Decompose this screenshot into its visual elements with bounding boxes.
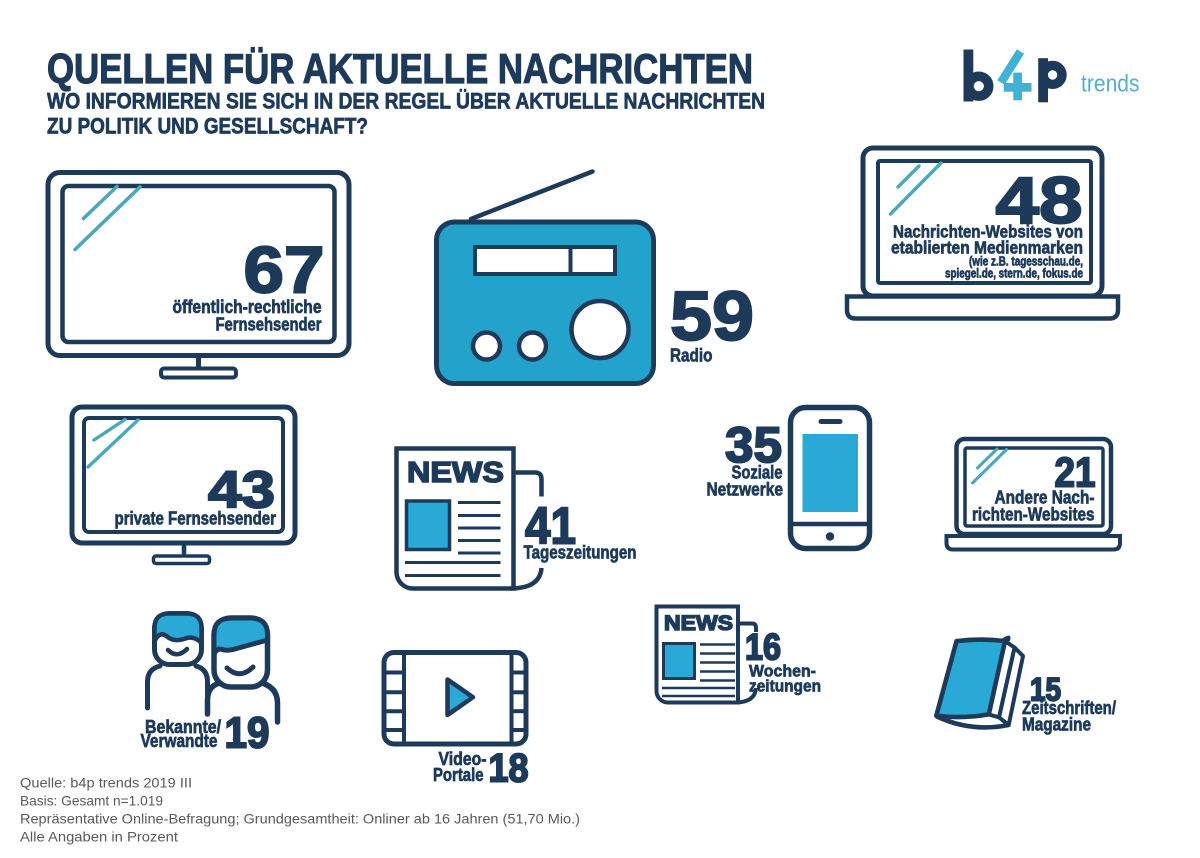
svg-text:Radio: Radio [670,346,713,366]
svg-text:ZU POLITIK UND GESELLSCHAFT?: ZU POLITIK UND GESELLSCHAFT? [47,114,368,139]
svg-text:QUELLEN FÜR AKTUELLE NACHRICHT: QUELLEN FÜR AKTUELLE NACHRICHTEN [47,45,753,92]
svg-text:Andere Nach-: Andere Nach- [995,488,1095,508]
svg-text:Nachrichten-Websites von: Nachrichten-Websites von [893,222,1083,242]
svg-text:trends: trends [1081,71,1140,98]
svg-text:Portale: Portale [433,765,484,785]
svg-text:etablierten Medienmarken: etablierten Medienmarken [891,238,1083,258]
svg-text:16: 16 [745,627,781,668]
svg-text:NEWS: NEWS [664,612,733,635]
svg-text:Bekannte/: Bekannte/ [145,717,221,737]
svg-text:41: 41 [525,498,576,556]
svg-text:Repräsentative Online-Befragun: Repräsentative Online-Befragung; Grundge… [20,811,580,827]
svg-text:19: 19 [225,709,270,758]
svg-text:NEWS: NEWS [407,457,504,489]
svg-text:Alle Angaben in Prozent: Alle Angaben in Prozent [20,829,178,845]
svg-text:zeitungen: zeitungen [749,677,821,696]
svg-text:Verwandte: Verwandte [141,731,218,751]
svg-text:35: 35 [725,417,782,473]
svg-text:Soziale: Soziale [732,463,783,483]
svg-text:Zeitschriften/: Zeitschriften/ [1022,698,1116,718]
svg-text:18: 18 [489,747,529,791]
svg-text:67: 67 [244,233,325,307]
svg-text:Fernsehsender: Fernsehsender [216,315,322,335]
svg-text:WO INFORMIEREN SIE SICH IN DER: WO INFORMIEREN SIE SICH IN DER REGEL ÜBE… [47,89,765,114]
svg-text:Tageszeitungen: Tageszeitungen [524,543,637,563]
svg-text:richten-Websites: richten-Websites [972,505,1095,525]
svg-text:48: 48 [996,163,1083,237]
svg-text:Quelle: b4p trends 2019 III: Quelle: b4p trends 2019 III [20,775,192,791]
svg-text:15: 15 [1030,672,1061,708]
svg-text:öffentlich-rechtliche: öffentlich-rechtliche [173,297,322,317]
svg-text:Wochen-: Wochen- [749,662,816,681]
svg-text:21: 21 [1055,449,1096,496]
svg-text:spiegel.de, stern.de, fokus.de: spiegel.de, stern.de, fokus.de [945,267,1083,281]
svg-text:Netzwerke: Netzwerke [707,480,784,500]
svg-text:Basis: Gesamt n=1.019: Basis: Gesamt n=1.019 [20,793,163,809]
svg-text:(wie z.B. tagesschau.de,: (wie z.B. tagesschau.de, [969,255,1083,269]
svg-text:43: 43 [208,462,275,520]
svg-text:Video-: Video- [439,749,487,769]
svg-text:Magazine: Magazine [1022,715,1091,735]
svg-text:private Fernsehsender: private Fernsehsender [115,509,277,529]
svg-text:59: 59 [670,277,754,355]
